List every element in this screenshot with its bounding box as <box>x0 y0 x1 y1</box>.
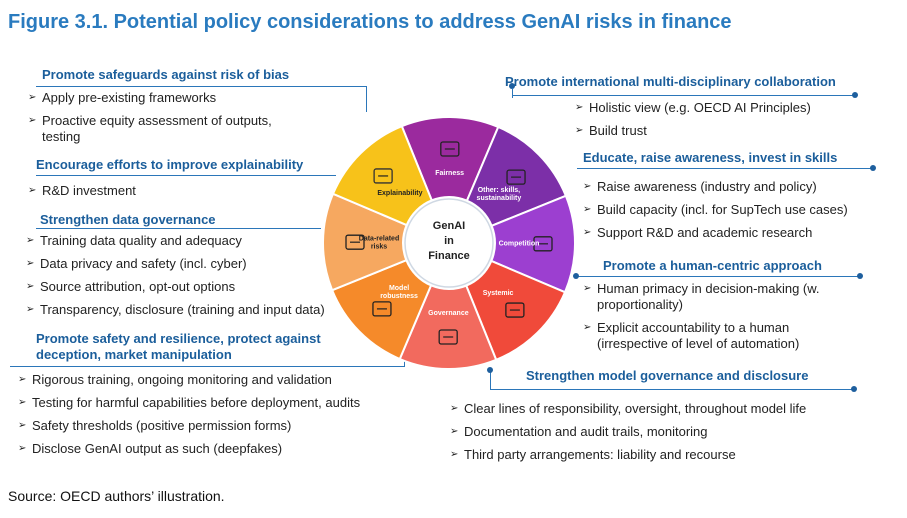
list-item: Human primacy in decision-making (w. pro… <box>583 281 862 313</box>
segment-label: Other: skills, <box>478 187 520 194</box>
segment-label: Governance <box>428 310 469 317</box>
segment-label: robustness <box>380 293 418 300</box>
list-item: Build capacity (incl. for SupTech use ca… <box>583 202 883 218</box>
section-heading: Strengthen data governance <box>40 212 216 227</box>
wheel-center <box>404 198 494 288</box>
connector-dot <box>573 273 579 279</box>
section-heading: Educate, raise awareness, invest in skil… <box>583 150 838 165</box>
list-item: Clear lines of responsibility, oversight… <box>450 401 890 417</box>
list-item: Testing for harmful capabilities before … <box>18 395 413 411</box>
segment-label: Systemic <box>483 290 514 297</box>
data-governance-section: Strengthen data governance Training data… <box>26 212 366 325</box>
connector-line <box>512 88 514 98</box>
connector-line <box>490 389 854 391</box>
connector-line <box>577 168 873 170</box>
connector-dot <box>870 165 876 171</box>
section-heading: Promote safety and resilience, protect a… <box>36 331 321 362</box>
source-note: Source: OECD authors’ illustration. <box>8 488 225 504</box>
model-governance-section: Strengthen model governance and disclosu… <box>450 368 890 470</box>
magnifier-icon <box>373 168 393 184</box>
people-battery-icon <box>506 169 526 185</box>
segment-label: Explainability <box>377 190 422 197</box>
connector-dot <box>857 273 863 279</box>
list-item: Training data quality and adequacy <box>26 233 366 249</box>
qr-code-icon <box>533 236 553 252</box>
segment-label: sustainability <box>477 195 522 202</box>
connector-dot <box>851 386 857 392</box>
list-item: Safety thresholds (positive permission f… <box>18 418 413 434</box>
skills-section: Educate, raise awareness, invest in skil… <box>583 150 883 248</box>
laptop-icon <box>372 301 392 317</box>
list-item: Data privacy and safety (incl. cyber) <box>26 256 366 272</box>
connector-dot <box>487 367 493 373</box>
connector-line <box>512 95 855 97</box>
connector-line <box>10 366 405 368</box>
segment-label: Competition <box>499 241 540 248</box>
segment-label: Model <box>389 285 409 292</box>
connector-line <box>490 372 492 390</box>
gavel-icon <box>505 302 525 318</box>
list-item: R&D investment <box>28 183 348 199</box>
connector-dot <box>509 83 515 89</box>
section-heading: Strengthen model governance and disclosu… <box>526 368 809 383</box>
section-heading: Promote international multi-disciplinary… <box>505 74 836 89</box>
scales-icon <box>440 141 460 157</box>
connector-line <box>366 86 368 112</box>
list-item: Source attribution, opt-out options <box>26 279 366 295</box>
bias-section: Promote safeguards against risk of bias … <box>28 67 328 152</box>
server-icon <box>345 234 365 250</box>
section-heading: Encourage efforts to improve explainabil… <box>36 157 304 172</box>
segment-label: Fairness <box>435 170 464 177</box>
center-label: Finance <box>428 250 470 262</box>
connector-line <box>36 228 321 230</box>
explainability-section: Encourage efforts to improve explainabil… <box>28 157 348 206</box>
figure-title: Figure 3.1. Potential policy considerati… <box>8 11 732 33</box>
segment-label: Data-related <box>359 235 399 242</box>
human-centric-section: Promote a human-centric approach Human p… <box>583 258 873 359</box>
risk-wheel: Fairness Other: skills,sustainability Comp… <box>322 116 576 370</box>
connector-line <box>36 86 367 88</box>
collaboration-section: Promote international multi-disciplinary… <box>505 74 885 146</box>
list-item: Support R&D and academic research <box>583 225 883 241</box>
section-heading: Promote a human-centric approach <box>603 258 822 273</box>
list-item: Documentation and audit trails, monitori… <box>450 424 890 440</box>
list-item: Raise awareness (industry and policy) <box>583 179 883 195</box>
section-heading: Promote safeguards against risk of bias <box>42 67 290 82</box>
list-item: Build trust <box>575 123 885 139</box>
center-label: GenAI <box>433 220 465 232</box>
list-item: Explicit accountability to a human (irre… <box>583 320 862 352</box>
list-item: Rigorous training, ongoing monitoring an… <box>18 372 413 388</box>
safety-section: Promote safety and resilience, protect a… <box>18 331 413 464</box>
list-item: Disclose GenAI output as such (deepfakes… <box>18 441 413 457</box>
connector-line <box>36 175 336 177</box>
list-item: Apply pre-existing frameworks <box>28 90 328 106</box>
center-label: in <box>444 235 454 247</box>
list-item: Holistic view (e.g. OECD AI Principles) <box>575 100 885 116</box>
meeting-table-icon <box>438 329 458 345</box>
list-item: Proactive equity assessment of outputs, … <box>28 113 312 145</box>
list-item: Transparency, disclosure (training and i… <box>26 302 366 318</box>
segment-label: risks <box>371 243 387 250</box>
connector-dot <box>852 92 858 98</box>
connector-line <box>577 276 860 278</box>
list-item: Third party arrangements: liability and … <box>450 447 890 463</box>
